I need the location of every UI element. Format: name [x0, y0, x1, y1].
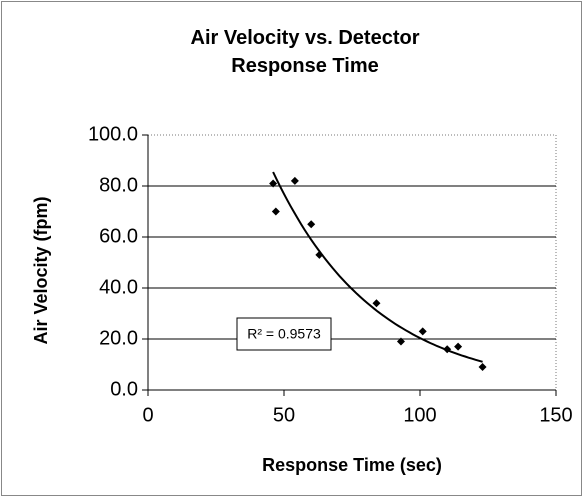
y-tick-label: 80.0 [99, 174, 138, 196]
y-axis-label: Air Velocity (fpm) [31, 196, 51, 344]
y-tick-label: 40.0 [99, 276, 138, 298]
data-point [478, 363, 487, 372]
data-point [290, 176, 299, 185]
x-axis-label: Response Time (sec) [262, 455, 442, 475]
chart-title: Air Velocity vs. Detector Response Time [190, 27, 420, 77]
x-tick-label: 150 [539, 404, 572, 426]
data-point [454, 342, 463, 351]
data-point [307, 220, 316, 229]
x-tick-label: 0 [142, 404, 153, 426]
data-point [315, 250, 324, 259]
y-tick-label: 20.0 [99, 327, 138, 349]
annotation: R² = 0.9573 [247, 326, 321, 342]
x-tick-label: 100 [403, 404, 436, 426]
data-point [271, 207, 280, 216]
annotation-box [236, 317, 332, 351]
y-tick-label: 0.0 [110, 378, 138, 400]
data-point [418, 327, 427, 336]
data-point [372, 299, 381, 308]
data-point [269, 179, 278, 188]
y-tick-label: 60.0 [99, 225, 138, 247]
data-point [396, 337, 405, 346]
data-point [443, 345, 452, 354]
x-tick-label: 50 [273, 404, 295, 426]
y-tick-label: 100.0 [88, 123, 138, 145]
